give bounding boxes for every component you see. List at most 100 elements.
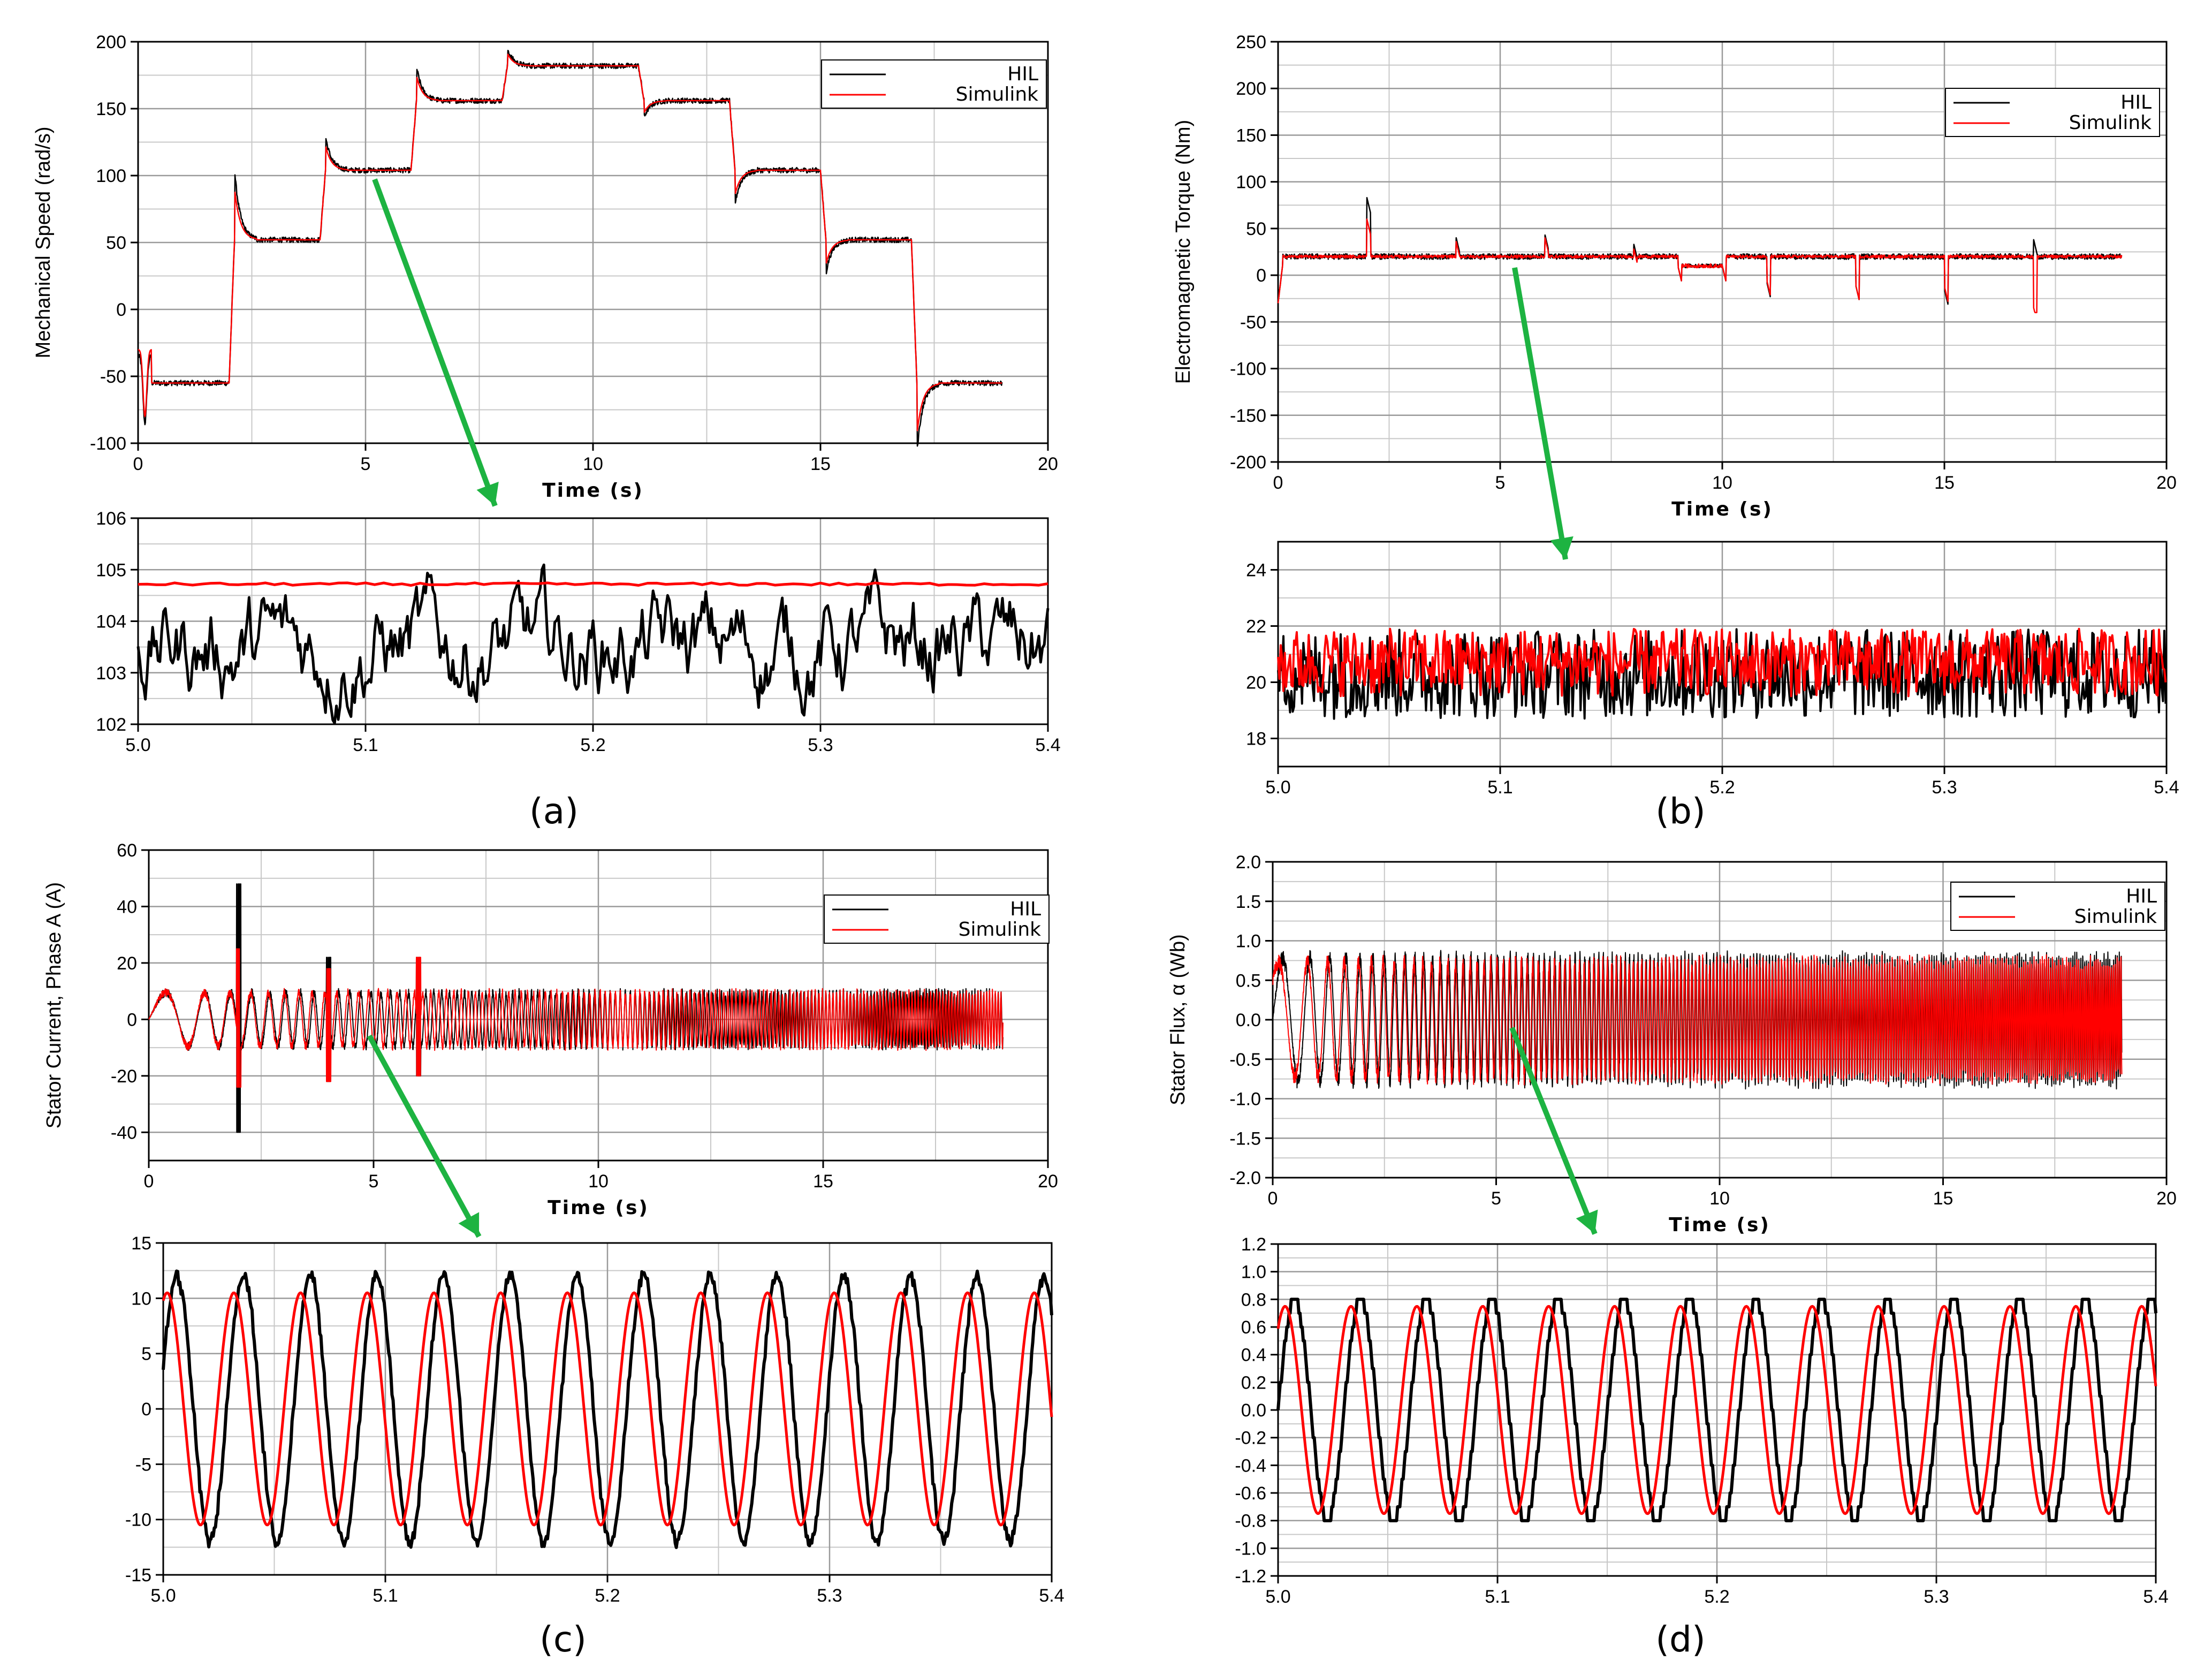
y-tick-label: 2.0 bbox=[1236, 852, 1261, 873]
series-hil bbox=[136, 563, 1050, 725]
series-simulink bbox=[1276, 1305, 2157, 1515]
legend-box bbox=[1945, 88, 2160, 137]
series-simulink bbox=[162, 1291, 1053, 1527]
x-tick-label: 5.1 bbox=[353, 735, 378, 755]
y-tick-label: 18 bbox=[1246, 729, 1266, 749]
y-tick-label: 0.6 bbox=[1241, 1317, 1266, 1338]
zoom-arrow bbox=[1512, 267, 1568, 560]
x-tick-label: 5.2 bbox=[1709, 777, 1735, 798]
chart-c-zoom: 5.0 5.1 5.2 5.3 5.4 -15 -10 -5 0 5 10 15 bbox=[125, 1233, 1065, 1606]
y-tick-label: 1.0 bbox=[1236, 931, 1261, 952]
x-tick-label: 20 bbox=[2156, 1188, 2177, 1209]
y-axis-label: Stator Flux, α (Wb) bbox=[1167, 934, 1189, 1105]
zoom-arrow-head bbox=[1550, 536, 1574, 559]
x-tick-label: 5.2 bbox=[1704, 1587, 1729, 1607]
y-tick-label: 0.8 bbox=[1241, 1290, 1266, 1310]
chart-d-main: 0 5 10 15 20 -2.0 -1.5 -1.0 -0.5 0.0 0.5 1.0 1.5 2.0 T… bbox=[1167, 852, 2177, 1236]
x-tick-label: 5 bbox=[369, 1171, 379, 1192]
x-tick-label: 20 bbox=[1038, 454, 1058, 474]
x-tick-label: 5.1 bbox=[373, 1586, 398, 1606]
y-tick-label: 150 bbox=[96, 99, 126, 119]
x-tick-label: 5.0 bbox=[150, 1586, 176, 1606]
y-tick-label: 50 bbox=[1246, 219, 1266, 239]
y-tick-label: 40 bbox=[117, 897, 137, 917]
legend-simulink-label: Simulink bbox=[959, 919, 1042, 941]
plot-frame bbox=[148, 849, 1049, 1162]
legend-box bbox=[821, 59, 1047, 109]
x-axis-label: Time (s) bbox=[1669, 1214, 1770, 1236]
y-tick-label: 103 bbox=[96, 663, 126, 684]
y-tick-label: 1.0 bbox=[1241, 1262, 1266, 1283]
y-tick-label: -1.2 bbox=[1235, 1566, 1266, 1587]
x-tick-label: 20 bbox=[1038, 1171, 1058, 1192]
y-tick-label: 50 bbox=[106, 233, 126, 253]
x-tick-label: 5.2 bbox=[595, 1586, 620, 1606]
y-tick-label: -20 bbox=[111, 1066, 137, 1087]
x-tick-label: 5.3 bbox=[1932, 777, 1957, 798]
x-tick-label: 5.3 bbox=[817, 1586, 842, 1606]
y-tick-label: 5 bbox=[141, 1344, 151, 1364]
y-tick-label: 150 bbox=[1236, 125, 1266, 146]
y-tick-label: -150 bbox=[1230, 406, 1266, 426]
x-tick-label: 20 bbox=[2156, 473, 2177, 493]
legend-hil-label: HIL bbox=[1010, 898, 1041, 920]
zoom-arrow bbox=[1509, 1027, 1598, 1235]
y-tick-label: -0.8 bbox=[1235, 1511, 1266, 1531]
y-tick-label: -50 bbox=[100, 367, 126, 387]
y-tick-label: 0 bbox=[141, 1399, 151, 1420]
chart-d-zoom: 5.0 5.1 5.2 5.3 5.4 -1.2 -1.0 -0.8 -0.6 -0.4 -0.2 0… bbox=[1235, 1234, 2168, 1607]
y-tick-label: 20 bbox=[117, 953, 137, 974]
x-tick-label: 0 bbox=[1273, 473, 1283, 493]
legend-hil-label: HIL bbox=[2126, 885, 2157, 907]
x-tick-label: 5.0 bbox=[1265, 777, 1290, 798]
legend-hil-label: HIL bbox=[2120, 92, 2152, 113]
y-tick-label: 0.0 bbox=[1236, 1010, 1261, 1030]
x-tick-label: 15 bbox=[813, 1171, 833, 1192]
panel-label-d: (d) bbox=[1655, 1619, 1705, 1660]
y-tick-label: 0.5 bbox=[1236, 971, 1261, 991]
x-tick-label: 5.1 bbox=[1485, 1587, 1510, 1607]
y-tick-label: 0.0 bbox=[1241, 1400, 1266, 1421]
legend-simulink-label: Simulink bbox=[2069, 112, 2152, 134]
y-tick-label: -40 bbox=[111, 1123, 137, 1143]
legend-hil-label: HIL bbox=[1007, 63, 1038, 85]
panel-label-b: (b) bbox=[1655, 791, 1705, 832]
x-tick-label: 5.4 bbox=[2154, 777, 2179, 798]
y-tick-label: -200 bbox=[1230, 452, 1266, 473]
series-simulink bbox=[1277, 218, 2123, 314]
panel-label-c: (c) bbox=[539, 1619, 587, 1660]
x-tick-label: 10 bbox=[588, 1171, 609, 1192]
y-tick-label: 200 bbox=[96, 32, 126, 52]
plot-frame bbox=[137, 517, 1049, 725]
x-tick-label: 5 bbox=[361, 454, 371, 474]
x-tick-label: 10 bbox=[583, 454, 603, 474]
y-tick-label: -0.5 bbox=[1229, 1050, 1261, 1070]
y-tick-label: -2.0 bbox=[1229, 1168, 1261, 1188]
series-simulink bbox=[138, 581, 1048, 587]
x-tick-label: 5.3 bbox=[808, 735, 833, 755]
y-tick-label: 24 bbox=[1246, 560, 1266, 581]
x-tick-label: 5.0 bbox=[125, 735, 150, 755]
x-tick-label: 5.0 bbox=[1265, 1587, 1290, 1607]
y-tick-label: -5 bbox=[135, 1454, 151, 1475]
y-tick-label: 100 bbox=[96, 166, 126, 186]
legend-box bbox=[1950, 882, 2165, 931]
plot-frame bbox=[1277, 541, 2168, 768]
series-simulink bbox=[148, 948, 1004, 1088]
y-tick-label: 60 bbox=[117, 840, 137, 861]
y-tick-label: 0 bbox=[116, 300, 126, 320]
x-tick-label: 5.2 bbox=[580, 735, 605, 755]
y-tick-label: 0 bbox=[1256, 266, 1266, 286]
x-tick-label: 0 bbox=[144, 1171, 154, 1192]
y-tick-label: -100 bbox=[90, 434, 126, 454]
y-tick-label: 104 bbox=[96, 612, 126, 632]
x-tick-label: 15 bbox=[1934, 473, 1955, 493]
zoom-arrow-head bbox=[476, 481, 499, 506]
x-axis-label: Time (s) bbox=[1671, 498, 1773, 520]
chart-a-zoom: 5.0 5.1 5.2 5.3 5.4 102 103 104 105 106 bbox=[96, 509, 1060, 755]
y-tick-label: 0.4 bbox=[1241, 1345, 1266, 1366]
y-axis-label: Electromagnetic Torque (Nm) bbox=[1172, 120, 1195, 384]
y-tick-label: -1.0 bbox=[1229, 1089, 1261, 1110]
chart-c-main: 0 5 10 15 20 -40 -20 0 20 40 60 Time (s) Stator Curr… bbox=[43, 840, 1058, 1219]
